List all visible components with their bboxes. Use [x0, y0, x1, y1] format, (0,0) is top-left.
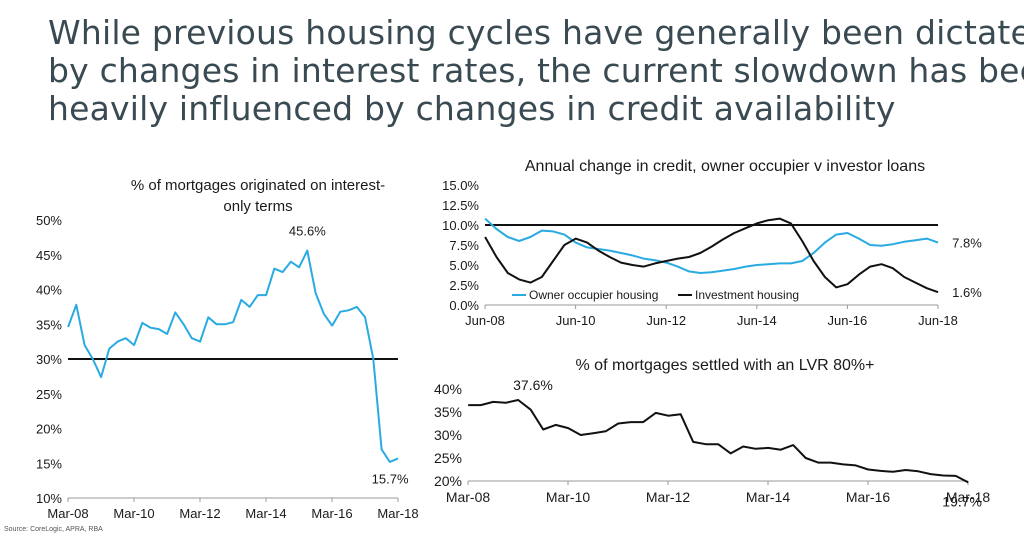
x-tick-label: Jun-16 — [828, 313, 868, 328]
y-tick-label: 0.0% — [449, 298, 479, 313]
series-line-interest-only-share — [67, 249, 399, 463]
data-label: 19.7% — [942, 493, 982, 509]
y-tick-label: 7.5% — [449, 238, 479, 253]
y-tick-label: 15.0% — [442, 178, 479, 193]
x-tick-label: Jun-12 — [646, 313, 686, 328]
y-tick-label: 5.0% — [449, 258, 479, 273]
headline-line-3: heavily influenced by changes in credit … — [48, 89, 896, 128]
y-tick-label: 25% — [434, 450, 462, 466]
source-note: Source: CoreLogic, APRA, RBA — [4, 526, 103, 533]
chart-title-line-2: only terms — [223, 198, 292, 215]
x-tick-label: Mar-18 — [377, 506, 418, 521]
chart-title-line-1: % of mortgages originated on interest- — [131, 177, 385, 194]
credit-growth-plot: 0.0% 2.5% 5.0% 7.5% 10.0% 12.5% 15.0% Jun-08 Jun… — [442, 178, 982, 328]
x-tick-label: Mar-12 — [179, 506, 220, 521]
interest-only-plot: 10% 15% 20% 25% 30% 35% 40% 45% 50% Mar-08 Mar-10 M… — [36, 213, 419, 521]
data-label: 45.6% — [289, 224, 326, 239]
x-tick-label: Mar-14 — [746, 489, 791, 505]
x-tick-label: Jun-10 — [556, 313, 596, 328]
y-tick-label: 45% — [36, 248, 62, 263]
chart-title: Annual change in credit, owner occupier … — [525, 158, 925, 175]
credit-growth-chart: Annual change in credit, owner occupier … — [442, 158, 982, 328]
lvr-plot: 20% 25% 30% 35% 40% Mar-08 Mar-10 Mar-12 Mar-14 M… — [434, 377, 990, 509]
x-tick-label: Mar-12 — [646, 489, 691, 505]
y-tick-label: 12.5% — [442, 198, 479, 213]
y-tick-label: 30% — [36, 352, 62, 367]
data-label: 15.7% — [372, 471, 409, 486]
data-label: 1.6% — [952, 285, 982, 300]
x-tick-label: Jun-14 — [737, 313, 777, 328]
x-tick-label: Jun-18 — [918, 313, 958, 328]
y-tick-label: 10.0% — [442, 218, 479, 233]
y-tick-label: 35% — [434, 404, 462, 420]
y-tick-label: 40% — [434, 381, 462, 397]
y-tick-label: 10% — [36, 491, 62, 506]
x-tick-label: Mar-16 — [311, 506, 352, 521]
x-tick-label: Mar-10 — [546, 489, 591, 505]
y-tick-label: 40% — [36, 283, 62, 298]
headline-line-1: While previous housing cycles have gener… — [48, 13, 1024, 52]
x-tick-label: Jun-08 — [465, 313, 505, 328]
interest-only-chart: % of mortgages originated on interest- o… — [36, 177, 419, 521]
y-tick-label: 25% — [36, 387, 62, 402]
y-tick-label: 50% — [36, 213, 62, 228]
y-tick-label: 2.5% — [449, 278, 479, 293]
x-tick-label: Mar-18 — [946, 489, 991, 505]
headline: While previous housing cycles have gener… — [48, 13, 1024, 128]
legend-label: Investment housing — [695, 288, 799, 302]
chart-title: % of mortgages settled with an LVR 80%+ — [576, 357, 875, 374]
x-tick-label: Mar-10 — [113, 506, 154, 521]
series-line-investment-housing — [484, 217, 939, 294]
y-tick-label: 35% — [36, 317, 62, 332]
series-line-owner-occupier-housing — [484, 217, 939, 274]
x-tick-label: Mar-16 — [846, 489, 891, 505]
x-tick-label: Mar-14 — [245, 506, 286, 521]
y-tick-label: 15% — [36, 456, 62, 471]
y-tick-label: 30% — [434, 427, 462, 443]
y-tick-label: 20% — [36, 422, 62, 437]
lvr-chart: % of mortgages settled with an LVR 80%+ … — [434, 357, 990, 509]
x-tick-label: Mar-08 — [446, 489, 491, 505]
data-label: 7.8% — [952, 236, 982, 251]
legend-label: Owner occupier housing — [529, 288, 658, 302]
headline-line-2: by changes in interest rates, the curren… — [48, 51, 1024, 90]
x-tick-label: Mar-08 — [47, 506, 88, 521]
y-tick-label: 20% — [434, 473, 462, 489]
data-label: 37.6% — [513, 377, 553, 393]
series-line-lvr-80-share — [468, 399, 969, 484]
